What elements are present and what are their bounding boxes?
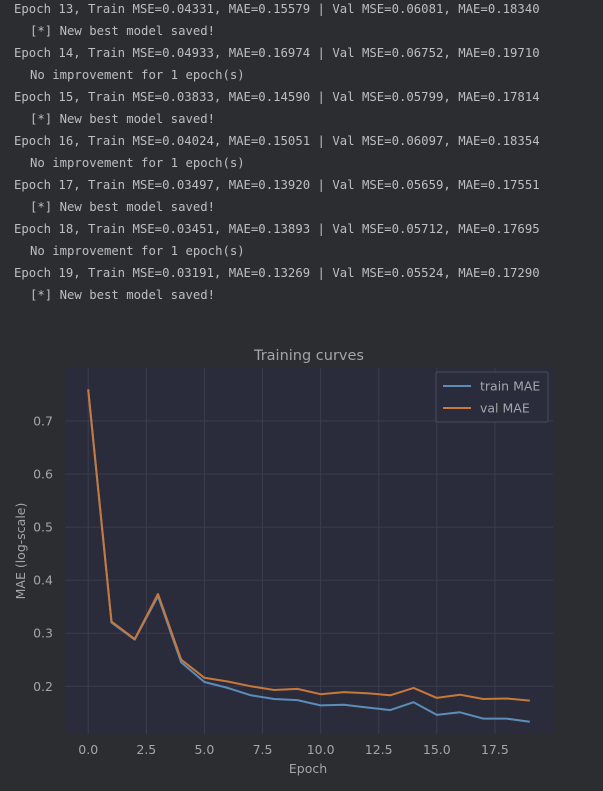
log-status-line: No improvement for 1 epoch(s) [30,156,245,170]
y-tick-label: 0.5 [33,520,53,535]
training-curves-figure: 0.0 2.5 5.0 7.5 10.0 12.5 15.0 17.5 0.2 0.3 0.4 0.5… [0,340,603,787]
log-epoch-line: Epoch 17, Train MSE=0.03497, MAE=0.13920… [14,178,540,192]
training-log-output: Epoch 13, Train MSE=0.04331, MAE=0.15579… [0,0,603,340]
y-tick-label: 0.6 [33,467,53,482]
val-mae-line [87,389,530,702]
x-tick-label: 2.5 [136,742,156,757]
series-lines [87,389,530,723]
log-status-line: [*] New best model saved! [30,24,216,38]
x-tick-label: 7.5 [253,742,273,757]
x-tick-label: 5.0 [194,742,214,757]
log-status-line: No improvement for 1 epoch(s) [30,68,245,82]
log-status-line: [*] New best model saved! [30,200,216,214]
log-epoch-line: Epoch 15, Train MSE=0.03833, MAE=0.14590… [14,90,540,104]
y-tick-label: 0.2 [33,679,53,694]
training-curves-chart: 0.0 2.5 5.0 7.5 10.0 12.5 15.0 17.5 0.2 0.3 0.4 0.5… [13,348,553,776]
x-tick-label: 17.5 [481,742,509,757]
legend: train MAE val MAE [435,371,549,423]
legend-label: val MAE [480,401,530,416]
plot-area [65,368,553,734]
y-axis-label: MAE (log-scale) [13,503,28,600]
log-epoch-line: Epoch 18, Train MSE=0.03451, MAE=0.13893… [14,222,540,236]
log-epoch-line: Epoch 13, Train MSE=0.04331, MAE=0.15579… [14,2,540,16]
x-tick-label: 10.0 [307,742,335,757]
log-epoch-line: Epoch 16, Train MSE=0.04024, MAE=0.15051… [14,134,540,148]
log-status-line: [*] New best model saved! [30,288,216,302]
axis-ticks: 0.0 2.5 5.0 7.5 10.0 12.5 15.0 17.5 0.2 0.3 0.4 0.5… [33,414,509,757]
log-epoch-line: Epoch 19, Train MSE=0.03191, MAE=0.13269… [14,266,540,280]
legend-box [435,371,549,423]
log-epoch-line: Epoch 14, Train MSE=0.04933, MAE=0.16974… [14,46,540,60]
log-status-line: No improvement for 1 epoch(s) [30,244,245,258]
x-tick-label: 15.0 [423,742,451,757]
x-tick-label: 12.5 [365,742,393,757]
legend-label: train MAE [480,379,540,394]
y-tick-label: 0.4 [33,573,53,588]
x-tick-label: 0.0 [78,742,98,757]
y-tick-label: 0.3 [33,626,53,641]
x-axis-label: Epoch [289,761,327,776]
chart-title: Training curves [253,348,364,364]
log-status-line: [*] New best model saved! [30,112,216,126]
y-tick-label: 0.7 [33,414,53,429]
